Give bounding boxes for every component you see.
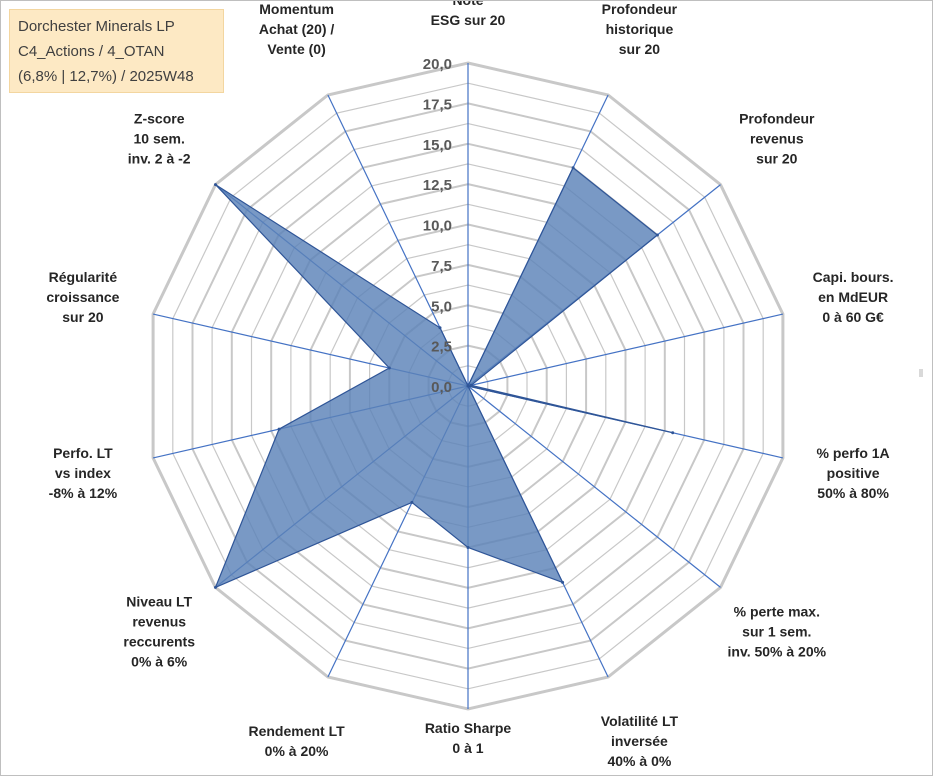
tick-label: 12,5	[423, 177, 452, 194]
axis-label: Profondeur revenus sur 20	[739, 111, 815, 167]
axis-label: Régularité croissance sur 20	[46, 269, 119, 325]
data-point	[387, 366, 391, 370]
category-code: C4_Actions / 4_OTAN	[18, 43, 165, 60]
tick-label: 20,0	[423, 56, 452, 73]
tick-label: 15,0	[423, 137, 452, 154]
axis-label: Ratio Sharpe 0 à 1	[425, 720, 512, 756]
tick-label: 7,5	[431, 258, 452, 275]
data-point	[214, 183, 217, 187]
data-point	[438, 326, 442, 330]
axis-label: Capi. bours. en MdEUR 0 à 60 G€	[813, 269, 894, 325]
axis-spoke	[467, 385, 721, 588]
axis-spoke	[467, 313, 784, 387]
data-point	[466, 546, 470, 549]
tick-label: 0,0	[431, 379, 452, 396]
axis-label: Volatilité LT inversée 40% à 0%	[601, 713, 679, 769]
data-point	[466, 384, 470, 388]
company-name: Dorchester Minerals LP	[18, 18, 175, 35]
axis-label: Rendement LT 0% à 20%	[248, 723, 345, 759]
data-point	[561, 580, 565, 584]
axis-label: % perfo 1A positive 50% à 80%	[817, 445, 890, 501]
data-point	[214, 585, 217, 589]
tick-label: 17,5	[423, 96, 452, 113]
title-box: Dorchester Minerals LP C4_Actions / 4_OT…	[9, 9, 224, 93]
data-point	[469, 383, 473, 387]
tick-label: 10,0	[423, 218, 452, 235]
data-point	[571, 166, 575, 170]
axis-label: % perte max. sur 1 sem. inv. 50% à 20%	[728, 603, 827, 659]
data-point	[655, 233, 659, 237]
data-point	[410, 500, 414, 504]
axis-label: Momentum Achat (20) / Vente (0)	[259, 1, 335, 57]
tick-label: 5,0	[431, 298, 452, 315]
period-info: (6,8% | 12,7%) / 2025W48	[18, 68, 194, 85]
axis-label: Z-score 10 sem. inv. 2 à -2	[128, 111, 191, 167]
axis-label: Perfo. LT vs index -8% à 12%	[49, 445, 118, 501]
axis-label: Niveau LT revenus reccurents 0% à 6%	[123, 593, 195, 669]
scroll-marker	[919, 369, 923, 377]
tick-labels: 0,0 2,5 5,0 7,5 10,0 12,5 15,0 17,5 20,0	[423, 56, 452, 396]
data-point	[671, 431, 675, 435]
data-point	[277, 427, 281, 431]
tick-label: 2,5	[431, 339, 452, 356]
axis-label: NoteESG sur 20	[431, 1, 506, 28]
series-layer	[214, 166, 675, 589]
axis-label: Profondeur historique sur 20	[602, 1, 678, 57]
